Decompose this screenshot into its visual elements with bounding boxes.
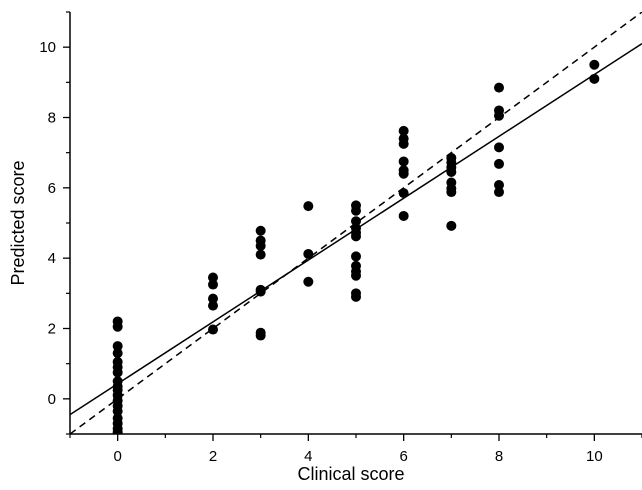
data-point xyxy=(208,300,218,311)
data-point xyxy=(351,231,361,242)
data-point xyxy=(303,276,314,287)
data-point xyxy=(351,291,361,302)
data-point xyxy=(112,427,123,434)
y-axis-label: Predicted score xyxy=(8,160,28,285)
data-point xyxy=(112,406,123,417)
data-point xyxy=(446,167,457,178)
data-point xyxy=(398,138,409,149)
data-point xyxy=(208,324,218,335)
y-tick-label: 10 xyxy=(39,39,56,56)
data-point xyxy=(208,279,218,290)
data-point xyxy=(303,248,314,259)
x-tick-label: 4 xyxy=(304,448,312,465)
data-point xyxy=(255,249,266,260)
x-tick-label: 8 xyxy=(495,448,503,465)
x-tick-label: 2 xyxy=(209,448,217,465)
y-tick-label: 2 xyxy=(48,321,56,338)
data-point xyxy=(351,251,361,262)
x-tick-label: 0 xyxy=(113,448,121,465)
data-point xyxy=(351,270,361,281)
data-point xyxy=(112,367,123,378)
data-point xyxy=(446,187,457,198)
data-point xyxy=(255,286,266,297)
data-point xyxy=(494,142,504,153)
data-point xyxy=(494,180,504,191)
data-point xyxy=(112,341,123,352)
data-point xyxy=(112,321,123,332)
data-point xyxy=(208,293,218,304)
x-axis-label: Clinical score xyxy=(297,464,404,484)
x-tick-label: 10 xyxy=(586,448,603,465)
data-point xyxy=(112,348,123,359)
y-tick-label: 8 xyxy=(48,110,56,127)
data-point xyxy=(255,330,266,341)
data-point xyxy=(494,82,504,93)
data-point xyxy=(398,168,409,179)
data-point xyxy=(398,156,409,167)
y-tick-label: 0 xyxy=(48,391,56,408)
data-point xyxy=(589,73,600,84)
data-point xyxy=(494,158,504,169)
data-point xyxy=(446,220,457,231)
data-point xyxy=(398,210,409,221)
data-point xyxy=(208,272,218,283)
y-tick-label: 6 xyxy=(48,180,56,197)
data-point xyxy=(494,187,504,198)
data-point xyxy=(398,125,409,136)
data-point xyxy=(255,240,266,251)
data-point xyxy=(351,216,361,227)
identity-dashed-line xyxy=(70,12,642,434)
y-tick-label: 4 xyxy=(48,250,56,267)
data-point xyxy=(351,205,361,216)
data-point xyxy=(589,59,600,70)
data-point xyxy=(494,110,504,121)
data-point xyxy=(398,188,409,199)
data-point xyxy=(303,201,314,212)
x-tick-label: 6 xyxy=(399,448,407,465)
data-point xyxy=(255,225,266,236)
